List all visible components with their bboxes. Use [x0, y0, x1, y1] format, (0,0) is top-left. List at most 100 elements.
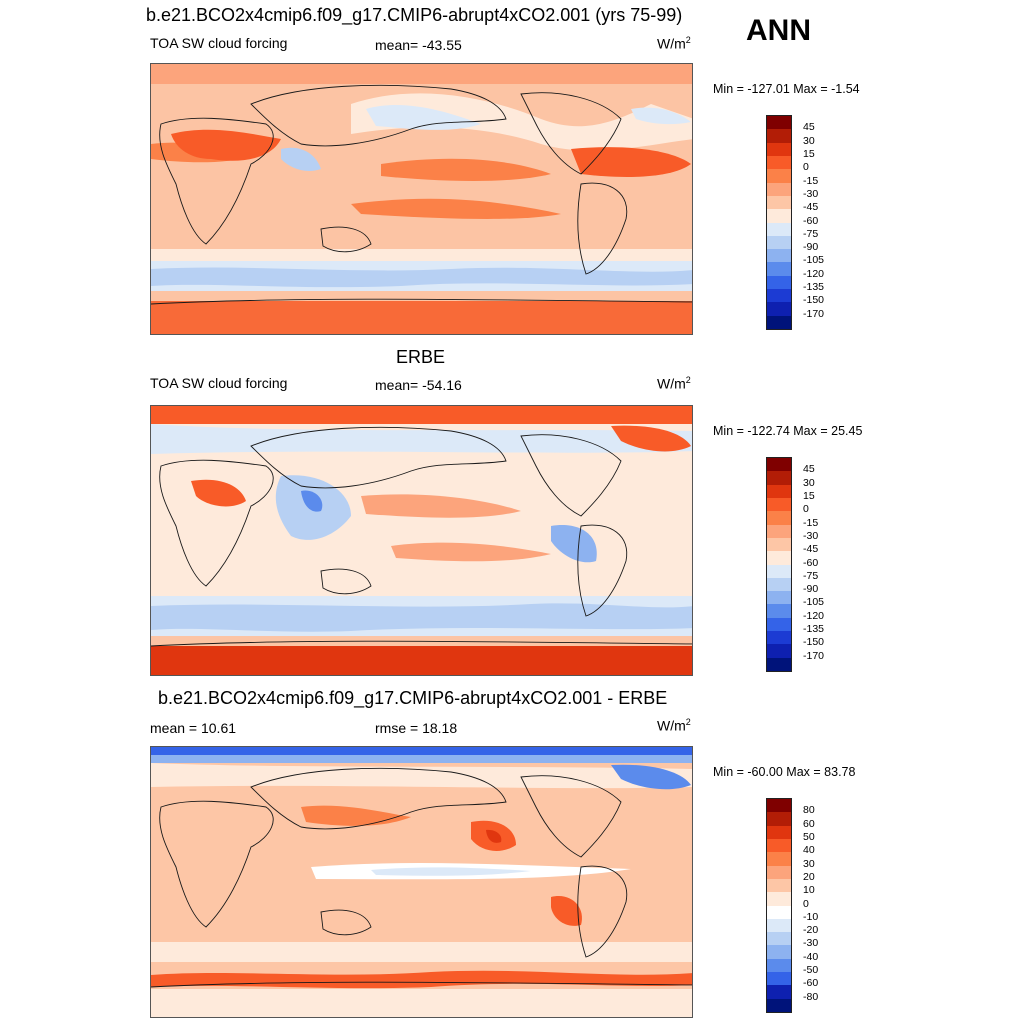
colorbar-tick-label: -150: [803, 294, 825, 307]
mean-label: mean= -43.55: [375, 37, 462, 53]
colorbar-tick-label: 60: [803, 817, 815, 830]
colorbar-tick-label: 30: [803, 857, 815, 870]
coastlines: [151, 426, 692, 647]
colorbar-tick-label: -75: [803, 569, 819, 582]
units-label: W/m2: [657, 35, 691, 52]
season-label: ANN: [746, 14, 811, 47]
colorbar-tick-label: 0: [803, 161, 809, 174]
colorbar-tick-label: 50: [803, 830, 815, 843]
colorbar-swatch: [767, 169, 791, 183]
colorbar-tick-label: -105: [803, 254, 825, 267]
colorbar-tick-label: -20: [803, 924, 819, 937]
colorbar-tick-label: 30: [803, 476, 815, 489]
rmse-label: rmse = 18.18: [375, 720, 458, 736]
colorbar-tick-label: 0: [803, 503, 809, 516]
colorbar-swatch: [767, 905, 791, 919]
colorbar-tick-label: -120: [803, 609, 825, 622]
colorbar-swatch: [767, 275, 791, 290]
map-diff-svg: [151, 747, 692, 1017]
colorbar-tick-label: -170: [803, 307, 825, 320]
colorbar-swatch: [767, 116, 791, 130]
colorbar-swatch: [767, 209, 791, 223]
colorbar-tick-label: 20: [803, 870, 815, 883]
colorbar-swatch: [767, 262, 791, 276]
colorbar-swatch: [767, 998, 791, 1012]
colorbar-swatch: [767, 577, 791, 592]
colorbar-swatch: [767, 471, 791, 485]
map-obs: [150, 405, 693, 676]
colorbar-swatch: [767, 812, 791, 826]
colorbar-tick-label: -75: [803, 227, 819, 240]
colorbar-tick-label: 45: [803, 121, 815, 134]
units-label: W/m2: [657, 717, 691, 734]
colorbar-tick-label: 45: [803, 463, 815, 476]
colorbar-tick-label: 15: [803, 147, 815, 160]
colorbar-swatch: [767, 591, 791, 605]
variable-label: TOA SW cloud forcing: [150, 35, 288, 51]
colorbar-swatch: [767, 604, 791, 618]
colorbar-tick-label: -30: [803, 529, 819, 542]
colorbar-swatch: [767, 932, 791, 946]
colorbar-swatch: [767, 289, 791, 303]
colorbar-swatch: [767, 129, 791, 143]
colorbar-tick-label: -135: [803, 623, 825, 636]
colorbar-swatch: [767, 524, 791, 538]
colorbar-swatch: [767, 302, 791, 316]
min-max-label: Min = -122.74 Max = 25.45: [713, 424, 863, 438]
colorbar-swatch: [767, 945, 791, 959]
colorbar-tick-label: 15: [803, 489, 815, 502]
colorbar-swatch: [767, 142, 791, 156]
panel-title: b.e21.BCO2x4cmip6.f09_g17.CMIP6-abrupt4x…: [146, 5, 683, 25]
colorbar-swatch: [767, 657, 791, 671]
map-diff: [150, 746, 693, 1018]
colorbar-swatches: [766, 457, 792, 672]
colorbar-tick-label: -90: [803, 241, 819, 254]
colorbar-swatch: [767, 537, 791, 552]
coastlines: [151, 84, 692, 305]
units-exponent: 2: [685, 717, 691, 727]
map-obs-svg: [151, 406, 692, 675]
colorbar-tick-label: 80: [803, 804, 815, 817]
colorbar-tick-label: -40: [803, 950, 819, 963]
mean-label: mean= -54.16: [375, 377, 462, 393]
colorbar-swatch: [767, 222, 791, 236]
mean-label: mean = 10.61: [150, 720, 237, 736]
colorbar-tick-label: -50: [803, 964, 819, 977]
colorbar-swatches: [766, 115, 792, 330]
colorbar-swatch: [767, 497, 791, 512]
colorbar-swatch: [767, 972, 791, 986]
colorbar-swatch: [767, 182, 791, 196]
colorbar-swatch: [767, 918, 791, 933]
colorbar-swatch: [767, 985, 791, 999]
colorbar-tick-label: -30: [803, 187, 819, 200]
colorbar-tick-label: 10: [803, 884, 815, 897]
units-exponent: 2: [685, 35, 691, 45]
colorbar-tick-label: 30: [803, 134, 815, 147]
colorbar-tick-label: -45: [803, 543, 819, 556]
colorbar-swatch: [767, 825, 791, 839]
colorbar-swatch: [767, 564, 791, 578]
colorbar-swatch: [767, 249, 791, 263]
variable-label: TOA SW cloud forcing: [150, 375, 288, 391]
units-exponent: 2: [685, 375, 691, 385]
colorbar-tick-label: -15: [803, 516, 819, 529]
colorbar-tick-label: -60: [803, 214, 819, 227]
colorbar-swatch: [767, 631, 791, 645]
colorbar-tick-label: -90: [803, 583, 819, 596]
colorbar-tick-label: 40: [803, 844, 815, 857]
colorbar-swatch: [767, 878, 791, 893]
min-max-label: Min = -60.00 Max = 83.78: [713, 765, 856, 779]
colorbar-swatch: [767, 958, 791, 973]
colorbar-swatches: [766, 798, 792, 1013]
units-text: W/m: [657, 717, 686, 734]
colorbar-swatch: [767, 852, 791, 866]
colorbar-tick-label: 0: [803, 897, 809, 910]
colorbar-tick-label: -105: [803, 596, 825, 609]
colorbar-tick-label: -45: [803, 201, 819, 214]
colorbar-tick-label: -60: [803, 977, 819, 990]
colorbar-tick-label: -120: [803, 267, 825, 280]
colorbar-tick-label: -135: [803, 281, 825, 294]
colorbar-swatch: [767, 235, 791, 250]
colorbar-tick-label: -170: [803, 649, 825, 662]
colorbar-swatch: [767, 644, 791, 658]
